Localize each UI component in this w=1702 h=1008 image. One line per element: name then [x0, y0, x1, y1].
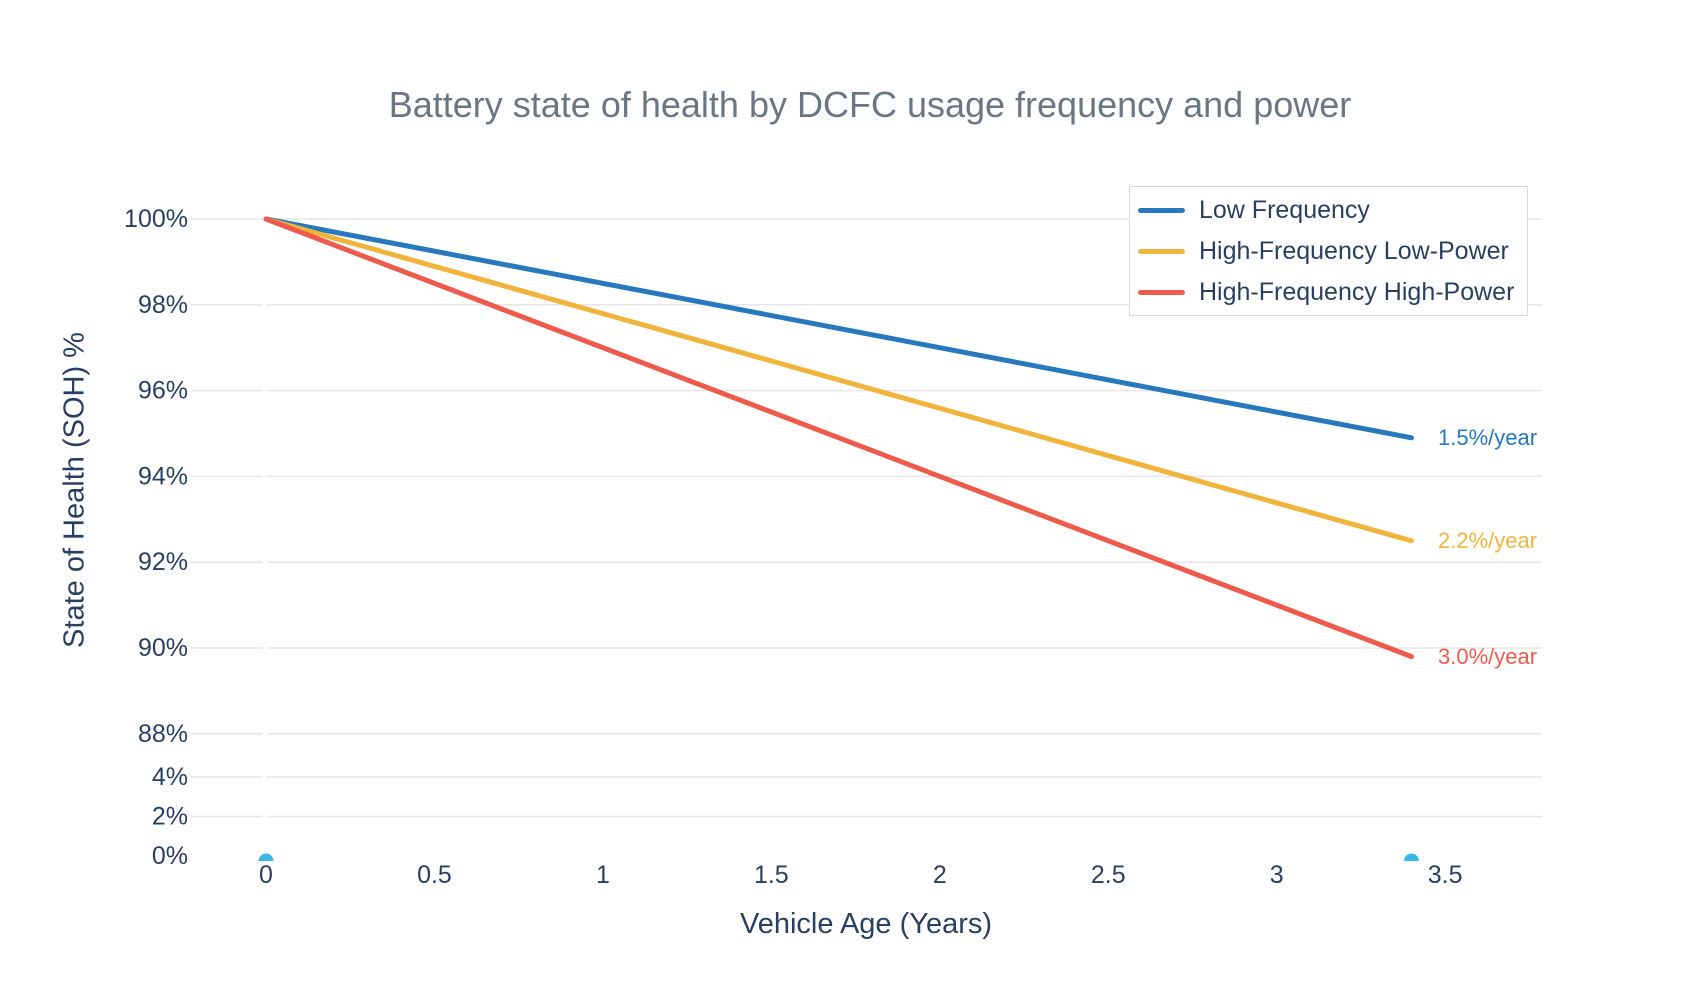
y-tick-label: 0%	[152, 842, 188, 870]
annotation-high-frequency-low-power-rate: 2.2%/year	[1438, 527, 1538, 553]
x-tick-label: 1.5	[754, 861, 789, 889]
annotation-low-frequency-rate: 1.5%/year	[1438, 424, 1538, 450]
x-axis-title: Vehicle Age (Years)	[739, 908, 993, 940]
x-tick-label: 1	[596, 861, 610, 889]
legend: Low Frequency High-Frequency Low-Power H…	[1129, 186, 1528, 316]
legend-label: Low Frequency	[1199, 195, 1370, 224]
x-tick-label: 0	[259, 861, 273, 889]
legend-label: High-Frequency Low-Power	[1199, 236, 1509, 265]
x-tick-label: 3	[1270, 861, 1284, 889]
x-tick-label: 0.5	[417, 861, 452, 889]
legend-swatch-low-frequency	[1138, 207, 1185, 213]
legend-swatch-high-frequency-low-power	[1138, 248, 1185, 254]
series-line-0[interactable]	[263, 216, 1414, 441]
annotation-high-frequency-high-power-rate: 3.0%/year	[1438, 643, 1538, 669]
y-axis-title: State of Health (SOH) %	[58, 332, 91, 648]
x-tick-label: 2.5	[1091, 861, 1126, 889]
baseline-marker	[258, 853, 274, 861]
y-tick-label: 2%	[152, 803, 188, 831]
baseline-marker	[1403, 853, 1419, 861]
chart-title: Battery state of health by DCFC usage fr…	[388, 84, 1352, 125]
series-line-2[interactable]	[263, 216, 1414, 660]
y-tick-label: 4%	[152, 763, 188, 791]
y-tick-label: 88%	[138, 720, 188, 748]
y-tick-label: 94%	[138, 462, 188, 490]
y-tick-label: 98%	[138, 291, 188, 319]
x-tick-label: 3.5	[1428, 861, 1463, 889]
x-tick-label: 2	[933, 861, 947, 889]
legend-item-high-frequency-low-power[interactable]: High-Frequency Low-Power	[1130, 231, 1527, 271]
legend-item-high-frequency-high-power[interactable]: High-Frequency High-Power	[1130, 272, 1527, 312]
y-tick-label: 92%	[138, 548, 188, 576]
y-tick-label: 96%	[138, 377, 188, 405]
legend-swatch-high-frequency-high-power	[1138, 289, 1185, 295]
series-line-1[interactable]	[263, 216, 1414, 544]
y-tick-label: 100%	[124, 205, 188, 233]
legend-label: High-Frequency High-Power	[1199, 277, 1515, 306]
legend-item-low-frequency[interactable]: Low Frequency	[1130, 190, 1527, 230]
y-tick-label: 90%	[138, 634, 188, 662]
